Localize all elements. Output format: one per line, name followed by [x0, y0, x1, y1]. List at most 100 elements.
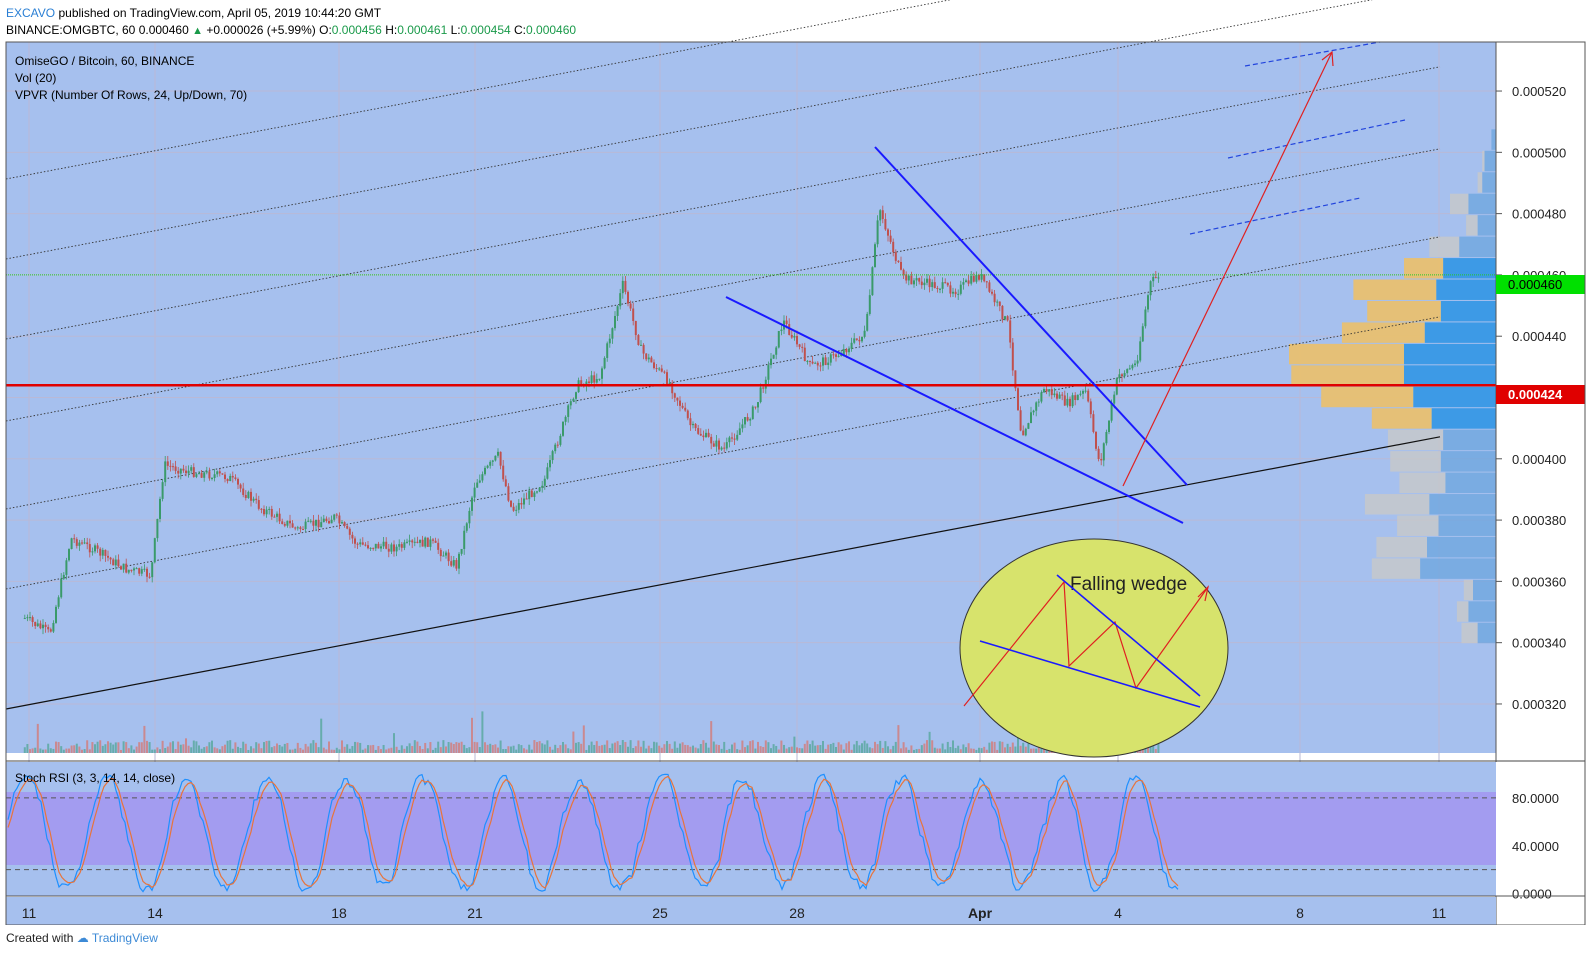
volume-bar	[218, 749, 221, 753]
volume-bar	[1032, 748, 1035, 753]
volume-bar	[156, 747, 159, 753]
candle-body	[257, 500, 260, 509]
volume-bar	[767, 742, 770, 753]
volume-bar	[450, 742, 453, 753]
candle-body	[322, 518, 325, 523]
candle-body	[47, 627, 50, 630]
trading-chart[interactable]: OmiseGO / Bitcoin, 60, BINANCE Vol (20) …	[0, 0, 1591, 925]
candle-body	[887, 229, 889, 236]
tradingview-brand[interactable]: TradingView	[91, 931, 158, 945]
candle-body	[317, 519, 320, 528]
volume-bar	[224, 744, 226, 753]
candle-body	[437, 542, 440, 550]
candle-body	[120, 566, 122, 570]
volume-bar	[148, 742, 151, 753]
volume-bar	[239, 748, 242, 753]
candle-body	[855, 338, 858, 340]
candle-body	[1004, 316, 1006, 320]
volume-bar	[850, 749, 853, 753]
candle-body	[1045, 388, 1048, 392]
candle-body	[1131, 365, 1134, 369]
stoch-d-line	[7, 775, 1179, 889]
candle-body	[757, 402, 759, 408]
volume-bar	[564, 744, 567, 753]
candle-body	[746, 417, 749, 421]
volume-bar	[369, 745, 372, 753]
candle-body	[450, 561, 453, 566]
volume-bar	[993, 741, 996, 753]
volume-bar	[939, 748, 941, 753]
candle-body	[902, 269, 905, 275]
candle-body	[567, 405, 570, 417]
volume-bar	[395, 746, 398, 753]
candle-body	[421, 539, 424, 547]
time-axis[interactable]	[6, 897, 1496, 925]
candle-body	[172, 466, 174, 468]
volume-bar	[263, 742, 265, 753]
volume-bar	[502, 749, 505, 753]
candle-body	[1154, 276, 1157, 278]
time-tick-label: 28	[789, 905, 805, 921]
vpvr-profile	[1289, 129, 1496, 644]
stoch-axis[interactable]	[1496, 762, 1585, 896]
legend-title[interactable]: OmiseGO / Bitcoin, 60, BINANCE	[15, 54, 194, 68]
volume-bar	[1014, 746, 1017, 753]
volume-bar	[78, 746, 81, 753]
candle-body	[946, 282, 949, 286]
falling-wedge-annotation[interactable]: Falling wedge	[959, 538, 1229, 758]
candle-body	[65, 560, 68, 575]
volume-bar	[361, 749, 364, 753]
volume-bar	[720, 748, 723, 753]
candle-body	[268, 508, 271, 510]
candle-body	[907, 275, 910, 281]
candle-body	[359, 542, 362, 545]
candle-body	[775, 347, 778, 355]
candle-body	[1027, 423, 1030, 429]
candle-body	[837, 355, 840, 357]
volume-bar	[47, 743, 50, 753]
candle-body	[1074, 395, 1077, 400]
time-tick-label: 11	[1432, 905, 1447, 921]
candle-body	[993, 293, 996, 303]
volume-bar	[814, 745, 817, 753]
volume-bar	[621, 740, 624, 753]
volume-bar	[424, 742, 427, 753]
volume-bar	[325, 749, 328, 753]
tradingview-logo-icon[interactable]: ☁	[76, 931, 89, 945]
candle-body	[666, 372, 668, 385]
volume-bar	[190, 747, 193, 753]
candle-body	[283, 523, 286, 526]
candle-body	[601, 368, 603, 379]
candle-body	[1100, 458, 1103, 461]
candle-body	[845, 349, 848, 353]
candle-body	[237, 478, 239, 485]
time-tick-label: 4	[1114, 905, 1122, 921]
volume-bar	[52, 748, 55, 753]
vpvr-down-bar	[1404, 258, 1444, 279]
wedge-zigzag	[963, 580, 1209, 707]
drawings	[6, 50, 1496, 524]
legend-vpvr[interactable]: VPVR (Number Of Rows, 24, Up/Down, 70)	[15, 88, 247, 102]
volume-bar	[632, 748, 635, 753]
vpvr-up-bar	[1440, 451, 1496, 472]
stoch-label[interactable]: Stoch RSI (3, 3, 14, 14, close)	[15, 771, 175, 785]
vpvr-up-bar	[1427, 536, 1496, 558]
volume-bar	[473, 741, 476, 753]
legend-vol[interactable]: Vol (20)	[15, 71, 56, 85]
candle-body	[525, 498, 528, 500]
vertical-grid	[28, 42, 1440, 896]
vpvr-up-bar	[1413, 386, 1496, 408]
candle-body	[86, 542, 89, 545]
candle-body	[767, 365, 770, 380]
candle-body	[692, 423, 694, 426]
target-arrow-head	[1321, 50, 1334, 67]
annotation-ellipse[interactable]	[959, 538, 1229, 758]
candle-body	[1040, 392, 1043, 402]
publisher-name[interactable]: EXCAVO	[6, 6, 56, 20]
candle-body	[702, 435, 705, 438]
candle-body	[1017, 388, 1019, 411]
candle-body	[671, 382, 674, 394]
candle-body	[393, 544, 395, 552]
candle-body	[346, 525, 349, 529]
candle-body	[920, 281, 923, 286]
